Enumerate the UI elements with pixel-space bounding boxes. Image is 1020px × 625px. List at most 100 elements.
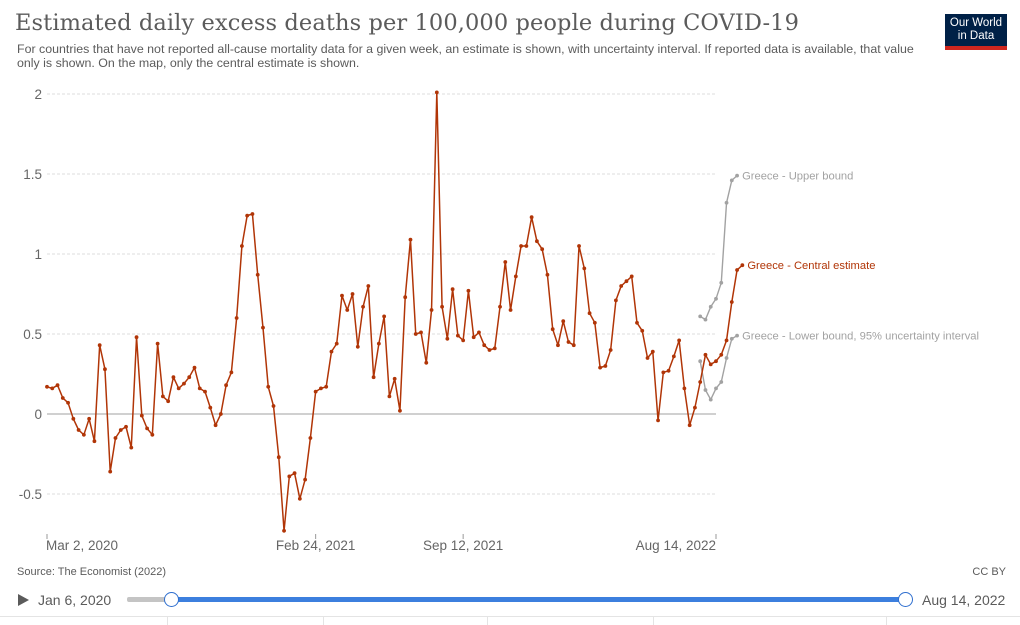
data-point — [450, 287, 455, 292]
chart-subtitle: For countries that have not reported all… — [17, 42, 914, 70]
data-point — [603, 364, 608, 368]
data-point — [324, 384, 329, 389]
owid-logo[interactable]: Our World in Data — [945, 14, 1007, 50]
timeline-end-handle[interactable] — [898, 592, 913, 607]
data-point — [160, 394, 165, 399]
data-point — [429, 308, 434, 312]
data-point — [166, 399, 171, 404]
data-point — [503, 260, 508, 264]
data-point — [587, 311, 592, 316]
data-point — [535, 239, 539, 244]
data-point — [693, 405, 697, 410]
data-point — [229, 370, 234, 375]
data-point — [197, 386, 202, 391]
x-tick-label: Feb 24, 2021 — [276, 538, 356, 553]
data-point — [566, 340, 571, 344]
license-link[interactable]: CC BY — [972, 566, 1006, 578]
data-point — [729, 300, 734, 304]
data-point — [714, 359, 718, 364]
timeline-end-label[interactable]: Aug 14, 2022 — [922, 592, 1006, 608]
data-point — [740, 263, 745, 268]
data-point — [545, 272, 550, 277]
data-point — [608, 348, 613, 352]
data-point — [376, 341, 381, 346]
data-point — [292, 471, 297, 476]
data-point — [350, 292, 355, 296]
data-point — [66, 400, 70, 405]
data-point — [482, 343, 487, 348]
data-point — [329, 349, 334, 354]
data-point — [724, 338, 729, 343]
data-point — [735, 268, 739, 272]
data-point — [371, 375, 376, 380]
data-point — [629, 274, 634, 279]
data-point — [492, 346, 497, 351]
chart-title: Estimated daily excess deaths per 100,00… — [15, 10, 800, 36]
data-point — [529, 215, 534, 220]
data-point — [508, 308, 513, 312]
series-label: Greece - Lower bound, 95% uncertainty in… — [742, 331, 979, 343]
data-point — [45, 384, 49, 389]
data-point — [113, 436, 118, 440]
play-icon[interactable] — [18, 594, 29, 606]
data-point — [87, 416, 92, 421]
tab-separator — [167, 617, 168, 625]
data-point — [724, 200, 729, 205]
source-note[interactable]: Source: The Economist (2022) — [17, 566, 166, 578]
data-point — [224, 383, 229, 388]
data-point — [708, 304, 713, 309]
data-point — [118, 428, 123, 432]
data-point — [124, 424, 128, 429]
timeline-selected-range[interactable] — [172, 597, 906, 602]
data-point — [461, 338, 466, 343]
data-point — [471, 335, 476, 340]
data-point — [282, 528, 286, 533]
data-point — [719, 352, 724, 357]
data-point — [650, 349, 655, 354]
data-point — [81, 432, 86, 437]
data-point — [50, 386, 55, 391]
data-point — [624, 279, 629, 284]
timeline-track[interactable] — [127, 597, 172, 602]
data-point — [708, 362, 713, 367]
data-point — [661, 370, 666, 375]
data-point — [150, 432, 155, 437]
data-point — [614, 298, 618, 303]
data-point — [714, 386, 718, 391]
data-point — [297, 496, 302, 501]
data-point — [182, 381, 186, 386]
data-point — [729, 336, 734, 341]
data-point — [698, 359, 703, 364]
data-point — [592, 320, 597, 325]
data-point — [97, 343, 102, 348]
tab-separator — [653, 617, 654, 625]
data-point — [719, 380, 724, 384]
data-point — [582, 266, 587, 271]
data-point — [355, 344, 360, 349]
data-point — [477, 330, 481, 335]
data-point — [498, 304, 502, 309]
data-point — [519, 244, 523, 248]
data-point — [345, 308, 350, 312]
tab-separator — [323, 617, 324, 625]
data-point — [255, 272, 260, 277]
timeline-start-label[interactable]: Jan 6, 2020 — [38, 592, 112, 608]
line-chart: -0.5 0 0.5 1 1.5 2 Mar 2, 2020 Feb 24, 2021 Sep … — [19, 87, 979, 553]
data-point — [403, 295, 408, 300]
data-point — [434, 90, 439, 95]
timeline-start-handle[interactable] — [164, 592, 179, 607]
data-point — [340, 293, 344, 298]
data-point — [382, 314, 387, 319]
data-point — [735, 173, 739, 178]
data-point — [556, 343, 560, 348]
data-point — [271, 404, 276, 408]
data-point — [698, 380, 703, 384]
data-point — [645, 356, 650, 360]
data-point — [703, 352, 708, 357]
data-point — [261, 325, 265, 330]
data-point — [108, 469, 113, 474]
data-point — [218, 412, 223, 416]
data-point — [55, 383, 60, 388]
data-point — [487, 348, 492, 352]
data-point — [540, 247, 545, 252]
